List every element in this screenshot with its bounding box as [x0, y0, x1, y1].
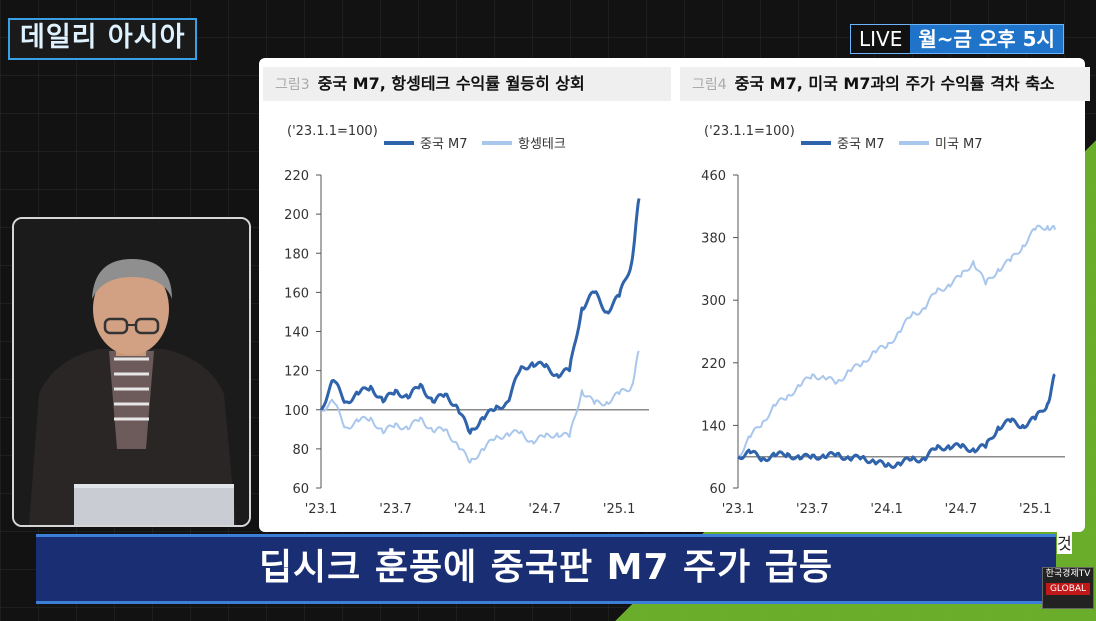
y-tick-label: 160 — [284, 286, 309, 301]
lower-third-caption-bar: 딥시크 훈풍에 중국판 M7 주가 급등 — [36, 534, 1056, 604]
chart2-unit-note: ('23.1.1=100) — [704, 124, 795, 139]
series-line-1 — [737, 373, 1056, 470]
channel-logo-text: 한국경제TV — [1045, 569, 1091, 579]
chart1-figure-label: 그림3 — [275, 77, 310, 93]
legend-label-1: 중국 M7 — [837, 137, 885, 152]
chart2-header: 그림4 중국 M7, 미국 M7과의 주가 수익률 격차 축소 — [680, 67, 1090, 101]
x-tick-label: '24.1 — [870, 502, 903, 517]
x-tick-label: '25.1 — [603, 502, 636, 517]
chart2-figure-label: 그림4 — [692, 77, 727, 93]
y-tick-label: 300 — [701, 294, 726, 309]
y-tick-label: 140 — [701, 419, 726, 434]
x-tick-label: '24.1 — [454, 502, 487, 517]
chart1-title: 중국 M7, 항셍테크 수익률 월등히 상회 — [317, 74, 585, 93]
series-line-1 — [319, 198, 641, 435]
panel-cutoff-text: 것 — [1057, 530, 1072, 554]
channel-logo-tag: GLOBAL — [1046, 583, 1090, 595]
chart1-unit-note: ('23.1.1=100) — [287, 124, 378, 139]
chart-panel: 그림3 중국 M7, 항셍테크 수익률 월등히 상회 그림4 중국 M7, 미국 M… — [259, 58, 1090, 532]
series-line-2 — [737, 224, 1056, 458]
chart2-title: 중국 M7, 미국 M7과의 주가 수익률 격차 축소 — [734, 74, 1055, 93]
y-tick-label: 460 — [701, 169, 726, 184]
broadcast-schedule: 월~금 오후 5시 — [910, 25, 1063, 53]
x-tick-label: '23.7 — [379, 502, 412, 517]
x-tick-label: '25.1 — [1019, 502, 1052, 517]
live-badge: LIVE 월~금 오후 5시 — [850, 24, 1064, 54]
x-tick-label: '23.1 — [305, 502, 338, 517]
chart1-plot: ('23.1.1=100) 중국 M7 항셍테크 60 80 100 120 140 160 18… — [284, 124, 649, 517]
y-tick-label: 60 — [709, 482, 726, 497]
y-tick-label: 200 — [284, 208, 309, 223]
y-tick-label: 380 — [701, 232, 726, 247]
series-line-2 — [320, 350, 640, 464]
y-tick-label: 220 — [284, 169, 309, 184]
y-tick-label: 220 — [701, 357, 726, 372]
y-tick-label: 100 — [284, 404, 309, 419]
legend-label-2: 항셍테크 — [518, 137, 566, 152]
y-tick-label: 120 — [284, 365, 309, 380]
host-video-frame — [12, 217, 251, 527]
x-tick-label: '23.7 — [796, 502, 829, 517]
headline-caption: 딥시크 훈풍에 중국판 M7 주가 급등 — [258, 547, 834, 588]
host-portrait — [14, 219, 249, 525]
legend-label-1: 중국 M7 — [420, 137, 468, 152]
channel-logo: 한국경제TV GLOBAL — [1042, 567, 1094, 609]
show-title: 데일리 아시아 — [8, 18, 198, 60]
y-tick-label: 60 — [292, 482, 309, 497]
legend-label-2: 미국 M7 — [935, 137, 983, 152]
live-label: LIVE — [851, 25, 911, 53]
y-tick-label: 180 — [284, 247, 309, 262]
chart2-plot: ('23.1.1=100) 중국 M7 미국 M7 60 140 220 300 380 460… — [701, 124, 1065, 517]
y-tick-label: 80 — [292, 443, 309, 458]
chart1-header: 그림3 중국 M7, 항셍테크 수익률 월등히 상회 — [263, 67, 671, 101]
x-tick-label: '23.1 — [722, 502, 755, 517]
x-tick-label: '24.7 — [528, 502, 561, 517]
x-tick-label: '24.7 — [945, 502, 978, 517]
y-tick-label: 140 — [284, 326, 309, 341]
